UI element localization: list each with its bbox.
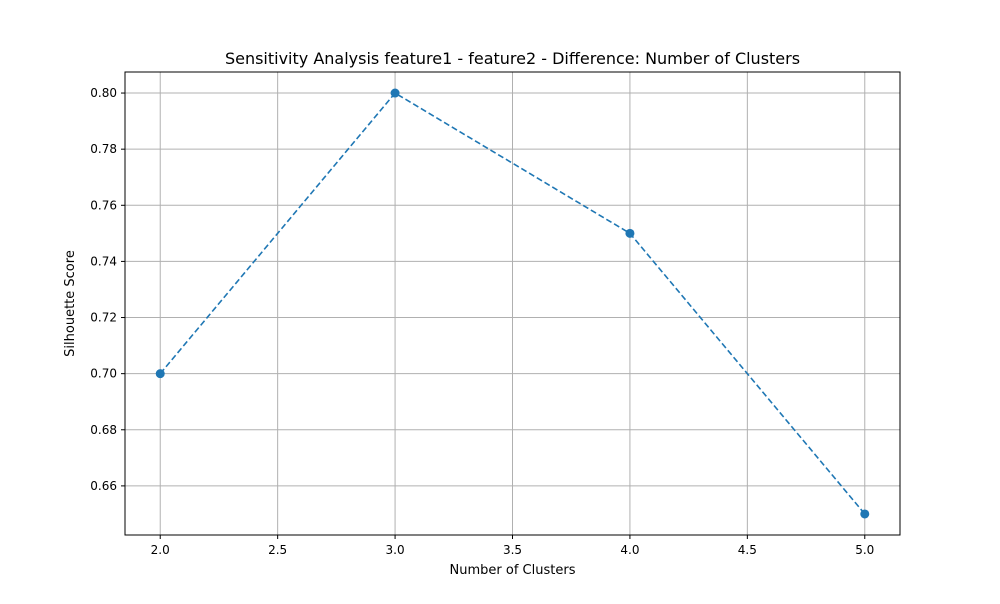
x-tick-label: 5.0	[855, 543, 874, 557]
x-tick-label: 4.0	[620, 543, 639, 557]
y-tick-label: 0.66	[90, 479, 117, 493]
series-layer	[155, 88, 870, 519]
data-point	[390, 88, 400, 98]
series-line	[159, 92, 866, 515]
data-point	[155, 369, 165, 379]
x-tick-label: 4.5	[738, 543, 757, 557]
y-axis-title: Silhouette Score	[63, 250, 78, 357]
y-tick-label: 0.76	[90, 198, 117, 212]
y-tick-label: 0.80	[90, 86, 117, 100]
x-tick-label: 3.0	[386, 543, 405, 557]
y-tick-label: 0.74	[90, 254, 117, 268]
x-axis-title: Number of Clusters	[450, 563, 576, 578]
y-tick-label: 0.78	[90, 142, 117, 156]
y-tick-label: 0.70	[90, 367, 117, 381]
ticks: 2.0 2.5 3.0 3.5 4.0 4.5 5.0 0.66 0.68 0.70 0.72 0.7…	[90, 86, 874, 557]
chart-title: Sensitivity Analysis feature1 - feature2…	[225, 49, 800, 68]
x-tick-label: 2.0	[151, 543, 170, 557]
data-point	[860, 509, 870, 519]
x-tick-label: 3.5	[503, 543, 522, 557]
y-tick-label: 0.72	[90, 311, 117, 325]
x-tick-label: 2.5	[268, 543, 287, 557]
y-tick-label: 0.68	[90, 423, 117, 437]
data-point	[625, 228, 635, 238]
